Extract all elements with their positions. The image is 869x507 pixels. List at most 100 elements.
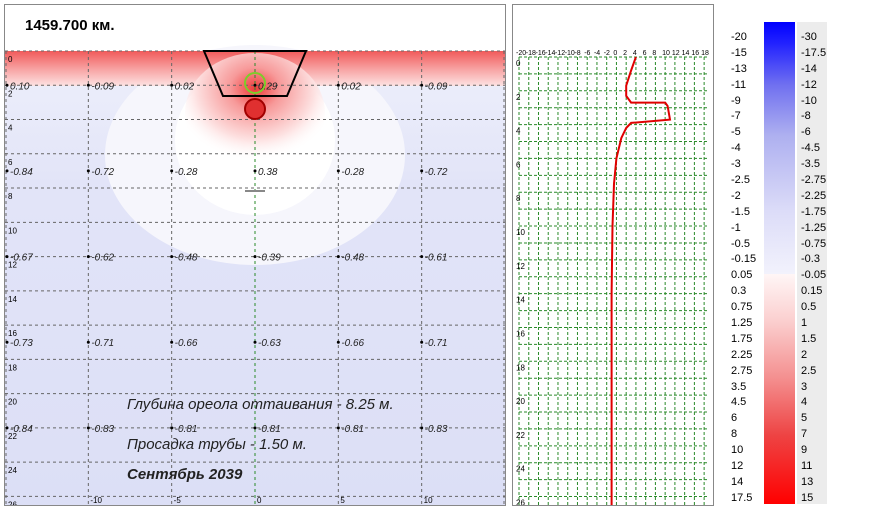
grid-node-marker (5, 255, 9, 259)
thaw-heatmap-panel: 0 2 4 6 8 10 12 14 16 18 20 22 24 26 -10 -5 0 5 10 0.10 -0.… (4, 4, 506, 506)
temperature-value-label: -0.63 (258, 338, 281, 349)
scale-label: 1.25 (731, 317, 753, 330)
grid-node-marker (86, 83, 90, 87)
scale-label: -4 (731, 142, 741, 155)
temperature-value-label: 0.38 (258, 167, 278, 178)
scale-label: 0.05 (731, 269, 753, 282)
temperature-value-label: -0.09 (91, 81, 114, 92)
grid-node-marker (170, 340, 174, 344)
grid-node-marker (170, 83, 174, 87)
scale-label: 2 (801, 348, 808, 361)
x-tick-label: 10 (424, 496, 433, 505)
y-tick-label: 2 (8, 89, 13, 98)
grid-node-marker (5, 426, 9, 430)
profile-y-tick-label: 14 (516, 296, 525, 305)
grid-node-marker (336, 255, 340, 259)
scale-label: -20 (731, 31, 747, 43)
grid-node-marker (5, 169, 9, 173)
scale-label: 3 (801, 380, 808, 393)
profile-x-tick-label: 18 (701, 50, 709, 57)
scale-label: -3.5 (801, 158, 820, 171)
scale-label: -17.5 (801, 46, 827, 59)
y-tick-label: 10 (8, 226, 17, 235)
pipe-current-position (244, 98, 266, 120)
profile-x-tick-label: 16 (691, 50, 699, 57)
temperature-value-label: -0.66 (341, 338, 364, 349)
scale-label: 2.5 (801, 364, 817, 377)
scale-label: 0.5 (801, 301, 817, 314)
scale-label: -0.5 (731, 237, 750, 250)
scale-label: -10 (801, 94, 817, 107)
grid-node-marker (420, 340, 424, 344)
profile-y-tick-label: 20 (516, 397, 525, 406)
grid-node-marker (253, 340, 257, 344)
x-tick-label: -5 (174, 496, 182, 505)
scale-label: 0.75 (731, 301, 753, 314)
y-tick-label: 18 (8, 363, 17, 372)
temperature-value-label: -0.28 (341, 167, 364, 178)
scale-label: -3 (731, 158, 741, 171)
profile-x-tick-label: 6 (643, 50, 647, 57)
grid-node-marker (420, 83, 424, 87)
profile-y-tick-label: 24 (516, 465, 525, 474)
scale-label: 11 (801, 460, 813, 473)
temperature-value-label: -0.81 (175, 424, 198, 435)
color-scale-bar (764, 22, 795, 504)
x-tick-label: 5 (340, 496, 345, 505)
grid-node-marker (170, 255, 174, 259)
profile-x-tick-label: 8 (652, 50, 656, 57)
scale-label: -1.25 (801, 221, 827, 234)
temperature-value-label: -0.72 (91, 167, 114, 178)
profile-x-tick-label: -14 (545, 50, 555, 57)
scale-label: 0.3 (731, 285, 747, 298)
scale-label: 6 (731, 412, 738, 425)
scale-label: 12 (731, 460, 744, 473)
profile-x-tick-label: -10 (565, 50, 575, 57)
grid-node-marker (420, 426, 424, 430)
temperature-value-label: 0.29 (258, 81, 278, 92)
thaw-depth-note: Глубина ореола оттаивания - 8.25 м. (127, 396, 394, 413)
scale-label: -6 (801, 126, 811, 139)
y-tick-label: 4 (8, 124, 13, 133)
profile-x-tick-label: 14 (682, 50, 690, 57)
grid-node-marker (336, 340, 340, 344)
profile-x-tick-label: 12 (672, 50, 680, 57)
y-tick-label: 20 (8, 398, 17, 407)
scale-label: 14 (731, 475, 744, 488)
scale-label: -1.75 (801, 205, 827, 218)
temperature-value-label: -0.48 (175, 253, 198, 264)
profile-x-tick-label: 2 (623, 50, 627, 57)
profile-x-tick-label: -2 (604, 50, 610, 57)
profile-x-tick-label: -4 (594, 50, 600, 57)
scale-label: 1.5 (801, 332, 817, 345)
profile-x-tick-label: -20 (516, 50, 526, 57)
scale-label: -2.5 (731, 174, 750, 187)
scale-label: -2.25 (801, 189, 827, 202)
temperature-value-label: -0.73 (10, 338, 33, 349)
scale-label: -0.75 (801, 237, 827, 250)
scale-label: -4.5 (801, 142, 820, 155)
y-tick-label: 12 (8, 261, 17, 270)
profile-y-tick-label: 2 (516, 93, 521, 102)
scale-label: 2.25 (731, 348, 753, 361)
scale-label: 13 (801, 475, 814, 488)
scale-label: -7 (731, 110, 741, 123)
scale-labels-left: -20 -15 -13 -11 -9 -7 -5 -4 -3 -2.5 -2 -1.5 -1 -0.5 -0… (731, 30, 756, 507)
grid-node-marker (5, 340, 9, 344)
scale-label: -13 (731, 62, 747, 75)
y-tick-label: 16 (8, 329, 17, 338)
grid-node-marker (253, 255, 257, 259)
grid-node-marker (170, 169, 174, 173)
scale-label: -30 (801, 31, 817, 43)
grid-node-marker (336, 169, 340, 173)
temperature-value-label: -0.84 (10, 424, 33, 435)
grid-node-marker (86, 426, 90, 430)
scale-label: -0.3 (801, 253, 820, 266)
scale-label: -2 (731, 189, 741, 202)
scale-label: 1 (801, 317, 808, 330)
y-tick-label: 14 (8, 295, 17, 304)
temperature-value-label: -0.71 (425, 338, 448, 349)
scale-label: 4.5 (731, 396, 747, 409)
temperature-value-label: -0.72 (425, 167, 448, 178)
grid-node-marker (5, 83, 9, 87)
